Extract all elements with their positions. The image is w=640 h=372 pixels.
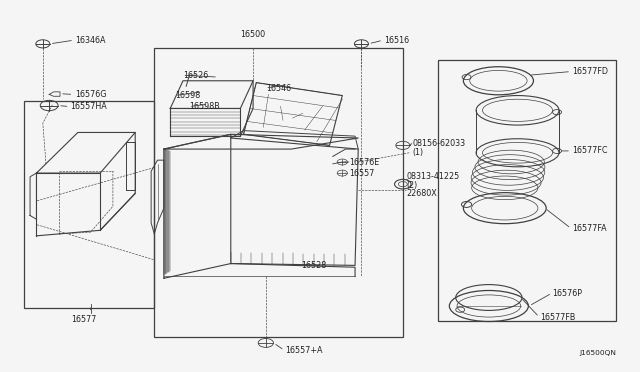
Text: 16557HA: 16557HA — [70, 102, 107, 111]
Text: 16577: 16577 — [72, 315, 97, 324]
Text: 16546: 16546 — [266, 84, 291, 93]
Text: J16500QN: J16500QN — [579, 350, 616, 356]
Bar — [438, 61, 616, 321]
Text: 22680X: 22680X — [406, 189, 436, 198]
Text: 16528: 16528 — [301, 261, 326, 270]
Text: 16577FA: 16577FA — [572, 224, 606, 233]
Text: (2): (2) — [406, 181, 417, 190]
Bar — [24, 101, 154, 308]
Text: 16576G: 16576G — [75, 90, 106, 99]
Text: 08156-62033: 08156-62033 — [412, 139, 465, 148]
Text: 16577FC: 16577FC — [572, 147, 607, 155]
Text: 08313-41225: 08313-41225 — [406, 172, 460, 181]
Text: 16598B: 16598B — [189, 102, 220, 111]
Text: 16577FB: 16577FB — [540, 312, 575, 321]
Text: 16516: 16516 — [384, 36, 409, 45]
Text: 16598: 16598 — [175, 91, 200, 100]
Bar — [154, 48, 403, 337]
Text: 16557: 16557 — [349, 169, 374, 177]
Text: (1): (1) — [412, 148, 424, 157]
Text: 16577FD: 16577FD — [572, 67, 608, 76]
Text: 16526: 16526 — [183, 71, 208, 80]
Text: 16576P: 16576P — [552, 289, 582, 298]
Text: 16576E: 16576E — [349, 157, 379, 167]
Text: 16346A: 16346A — [75, 36, 105, 45]
Text: 16557+A: 16557+A — [285, 346, 323, 355]
Text: 16500: 16500 — [241, 30, 266, 39]
